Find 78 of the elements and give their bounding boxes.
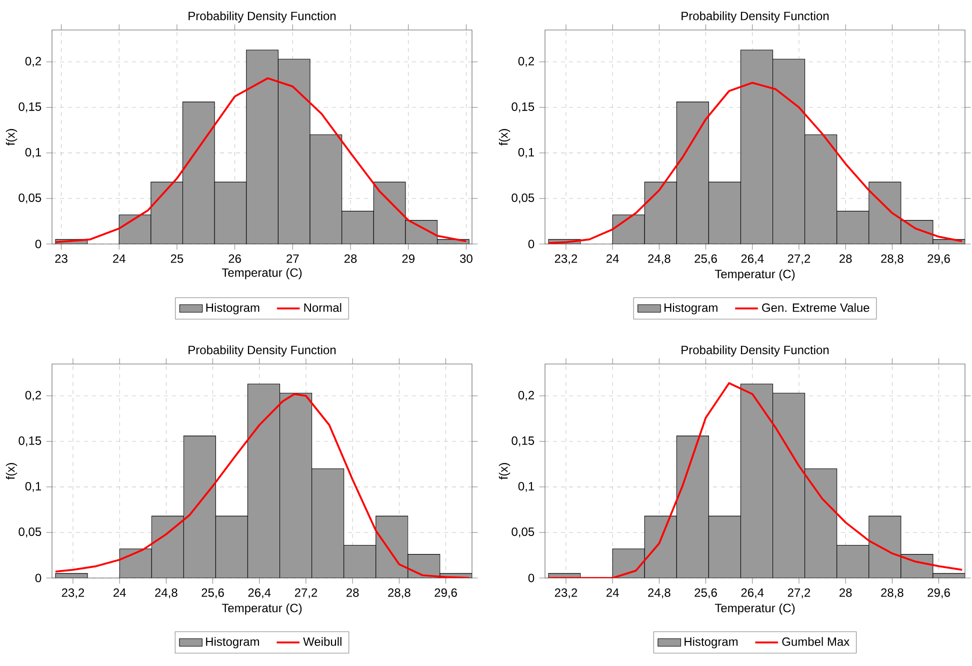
line-series bbox=[548, 82, 964, 244]
x-tick-label: 24,8 bbox=[155, 588, 178, 598]
legend-label: Histogram bbox=[684, 637, 738, 648]
x-tick-label: 25,6 bbox=[202, 588, 224, 598]
x-tick-label: 28 bbox=[344, 254, 357, 263]
x-tick-label: 23,2 bbox=[62, 588, 84, 598]
y-tick-label: 0,15 bbox=[512, 436, 534, 446]
x-tick-label: 27,2 bbox=[788, 588, 810, 598]
y-axis-title: f(x) bbox=[6, 129, 18, 146]
y-tick-label: 0 bbox=[528, 574, 534, 582]
x-tick-label: 24,8 bbox=[648, 254, 670, 264]
chart-title: Probability Density Function bbox=[188, 345, 336, 357]
x-tick-label: 29,6 bbox=[434, 588, 457, 598]
legend-label: Weibull bbox=[303, 637, 342, 646]
line-series bbox=[54, 393, 470, 578]
y-tick-label: 0,05 bbox=[512, 527, 534, 538]
y-tick-label: 0,05 bbox=[18, 527, 42, 538]
x-tick-label: 23,2 bbox=[554, 588, 578, 598]
x-tick-label: 24 bbox=[114, 588, 126, 597]
legend-label: Histogram bbox=[664, 303, 718, 314]
y-tick-label: 0,05 bbox=[512, 193, 534, 204]
y-tick-label: 0,1 bbox=[518, 482, 534, 492]
x-tick-label: 24 bbox=[606, 588, 619, 597]
x-tick-label: 25,6 bbox=[694, 254, 717, 264]
y-axis-title: f(x) bbox=[6, 463, 18, 480]
chart-title: Probability Density Function bbox=[682, 11, 829, 23]
y-tick-label: 0,1 bbox=[25, 148, 42, 158]
x-tick-label: 27,2 bbox=[294, 588, 318, 598]
legend-label: Gumbel Max bbox=[782, 637, 850, 646]
x-tick-label: 26,4 bbox=[741, 588, 764, 598]
y-tick-label: 0,1 bbox=[518, 148, 534, 158]
x-tick-label: 27,2 bbox=[788, 254, 810, 264]
y-tick-label: 0,05 bbox=[18, 193, 42, 204]
chart-title: Probability Density Function bbox=[188, 11, 336, 23]
x-tick-label: 29,6 bbox=[928, 588, 950, 598]
y-tick-label: 0,2 bbox=[25, 56, 41, 67]
x-tick-label: 29 bbox=[402, 254, 414, 263]
y-tick-label: 0 bbox=[35, 574, 42, 582]
x-tick-label: 28 bbox=[840, 588, 852, 597]
y-tick-label: 0,1 bbox=[25, 482, 42, 492]
x-tick-label: 26,4 bbox=[741, 254, 764, 264]
legend-label: Gen. Extreme Value bbox=[762, 303, 870, 312]
y-tick-label: 0,15 bbox=[18, 102, 42, 112]
legend-label: Histogram bbox=[206, 303, 260, 314]
x-tick-label: 25,6 bbox=[694, 588, 717, 598]
y-tick-label: 0,2 bbox=[518, 56, 534, 67]
x-tick-label: 24 bbox=[113, 254, 126, 263]
x-axis-title: Temperatur (C) bbox=[222, 603, 302, 615]
x-tick-label: 26,4 bbox=[248, 588, 271, 598]
x-tick-label: 28 bbox=[840, 254, 852, 263]
legend-label: Normal bbox=[304, 303, 342, 312]
y-tick-label: 0,15 bbox=[18, 436, 42, 446]
x-tick-label: 23,2 bbox=[554, 254, 578, 264]
x-tick-label: 24,8 bbox=[648, 588, 670, 598]
x-tick-label: 28,8 bbox=[881, 588, 904, 598]
x-tick-label: 26 bbox=[228, 254, 241, 263]
y-axis-title: f(x) bbox=[498, 463, 510, 480]
x-tick-label: 24 bbox=[606, 254, 619, 263]
x-tick-label: 29,6 bbox=[928, 254, 950, 264]
y-tick-label: 0 bbox=[35, 240, 42, 248]
y-tick-label: 0,2 bbox=[518, 390, 534, 401]
y-tick-label: 0,2 bbox=[25, 390, 41, 401]
x-tick-label: 23 bbox=[55, 254, 68, 263]
x-axis-title: Temperatur (C) bbox=[714, 603, 795, 615]
line-series bbox=[548, 382, 964, 578]
x-axis-title: Temperatur (C) bbox=[222, 268, 302, 280]
legend-label: Histogram bbox=[206, 637, 259, 648]
x-tick-label: 28 bbox=[346, 588, 359, 597]
y-tick-label: 0,15 bbox=[512, 102, 534, 112]
y-axis-title: f(x) bbox=[498, 129, 510, 146]
x-tick-label: 28,8 bbox=[388, 588, 410, 598]
y-tick-label: 0 bbox=[528, 240, 534, 248]
x-axis-title: Temperatur (C) bbox=[714, 269, 795, 281]
x-tick-label: 30 bbox=[460, 254, 472, 263]
x-tick-label: 28,8 bbox=[881, 254, 904, 264]
chart-title: Probability Density Function bbox=[682, 345, 829, 357]
x-tick-label: 27 bbox=[286, 254, 299, 263]
x-tick-label: 25 bbox=[170, 254, 184, 263]
